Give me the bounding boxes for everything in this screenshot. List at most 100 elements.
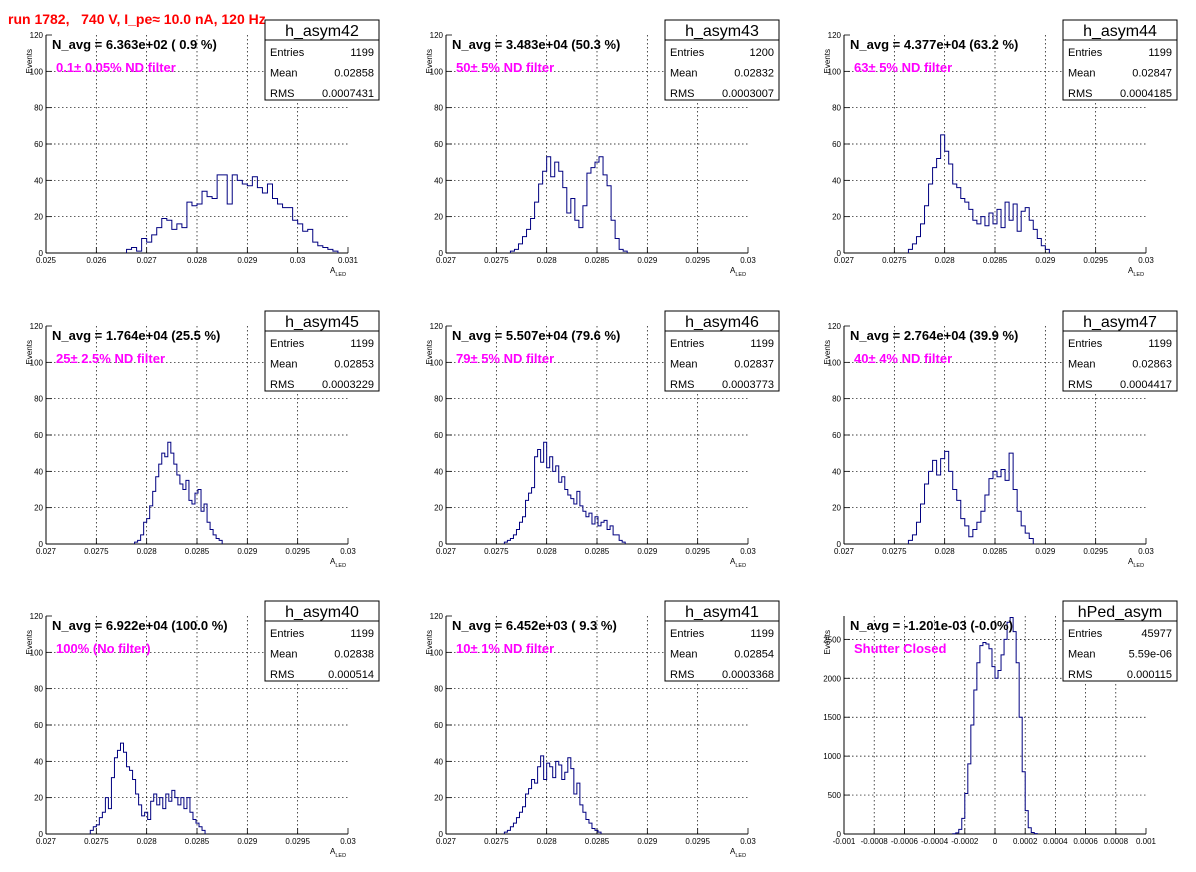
x-tick-label: 0.03 (740, 837, 756, 846)
stats-value-entries: 1199 (350, 47, 374, 59)
x-axis-title-main: A (730, 266, 736, 275)
stats-key-mean: Mean (670, 68, 698, 80)
stats-title: h_asym40 (285, 604, 359, 621)
histogram-line (89, 742, 206, 834)
n-avg-label: N_avg = 4.377e+04 (63.2 %) (850, 37, 1018, 52)
x-axis-title: ALED (330, 557, 346, 569)
x-tick-label: 0.0006 (1073, 837, 1098, 846)
x-tick-label: 0.029 (237, 837, 258, 846)
x-tick-label: 0.0295 (285, 837, 310, 846)
x-tick-label: 0.029 (637, 837, 658, 846)
histogram-line (952, 617, 1038, 835)
stats-value-rms: 0.0003007 (722, 88, 774, 100)
y-tick-label: 100 (430, 648, 444, 657)
y-tick-label: 100 (430, 358, 444, 367)
stats-key-mean: Mean (270, 68, 298, 80)
stats-box (664, 600, 780, 682)
x-tick-label: 0.03 (1138, 547, 1154, 556)
y-tick-label: 500 (828, 791, 842, 800)
y-tick-label: 20 (434, 213, 443, 222)
y-tick-label: 120 (30, 31, 44, 40)
y-axis-title: Events (25, 340, 34, 364)
x-axis-title: ALED (330, 266, 346, 278)
x-tick-label: 0.0275 (84, 837, 109, 846)
y-tick-label: 100 (30, 67, 44, 76)
stats-key-rms: RMS (270, 88, 294, 100)
y-tick-label: 120 (828, 322, 842, 331)
y-tick-label: 20 (434, 504, 443, 513)
y-axis-title: Events (823, 49, 832, 73)
stats-key-rms: RMS (1068, 669, 1092, 681)
stats-key-rms: RMS (670, 669, 694, 681)
y-tick-label: 100 (828, 67, 842, 76)
x-tick-label: 0.0275 (84, 547, 109, 556)
y-axis-title: Events (823, 340, 832, 364)
y-tick-label: 60 (34, 431, 43, 440)
y-tick-label: 0 (39, 540, 44, 549)
y-tick-label: 0 (439, 249, 444, 258)
x-tick-label: -0.001 (833, 837, 856, 846)
y-tick-label: 60 (434, 140, 443, 149)
histogram-panel-h_asym40: 0.027 0.0275 0.028 0.0285 0.029 0.0295 0.03 0 20… (25, 600, 380, 859)
y-tick-label: 60 (434, 721, 443, 730)
x-axis-title-subscript: LED (335, 272, 346, 278)
n-avg-label: N_avg = 3.483e+04 (50.3 %) (452, 37, 620, 52)
stats-key-mean: Mean (270, 359, 298, 371)
x-tick-label: 0.0295 (1083, 547, 1108, 556)
x-tick-label: 0 (993, 837, 998, 846)
y-axis-title: Events (25, 49, 34, 73)
x-axis-title-subscript: LED (1133, 563, 1144, 569)
stats-key-entries: Entries (670, 47, 705, 59)
y-tick-label: 100 (30, 358, 44, 367)
filter-label: 100% (No filter) (56, 641, 151, 656)
x-tick-label: 0.0004 (1043, 837, 1068, 846)
x-tick-label: 0.028 (187, 256, 208, 265)
x-tick-label: 0.03 (1138, 256, 1154, 265)
x-axis-title-subscript: LED (735, 272, 746, 278)
x-tick-label: 0.029 (637, 547, 658, 556)
y-tick-label: 80 (434, 395, 443, 404)
stats-value-rms: 0.000514 (328, 669, 374, 681)
x-axis-title-main: A (730, 847, 736, 856)
stats-value-entries: 1199 (350, 628, 374, 640)
filter-label: Shutter Closed (854, 641, 947, 656)
x-tick-label: 0.0285 (585, 837, 610, 846)
n-avg-label: N_avg = -1.201e-03 (-0.0%) (850, 618, 1013, 633)
x-tick-label: -0.0004 (921, 837, 949, 846)
stats-value-rms: 0.0004185 (1120, 88, 1172, 100)
y-tick-label: 1000 (823, 752, 841, 761)
x-axis-title-main: A (330, 557, 336, 566)
stats-box (664, 310, 780, 392)
stats-value-entries: 1199 (750, 338, 774, 350)
histogram-panel-h_asym42: 0.025 0.026 0.027 0.028 0.029 0.03 0.031 0 20 40 6… (25, 19, 380, 278)
x-tick-label: 0.0285 (983, 256, 1008, 265)
x-tick-label: 0.027 (834, 256, 855, 265)
stats-key-rms: RMS (670, 88, 694, 100)
x-tick-label: 0.031 (338, 256, 359, 265)
stats-title: h_asym43 (685, 23, 759, 40)
stats-value-rms: 0.0003773 (722, 379, 774, 391)
x-axis-title-subscript: LED (735, 853, 746, 859)
y-tick-label: 80 (434, 685, 443, 694)
x-tick-label: 0.0275 (484, 256, 509, 265)
x-tick-label: 0.0002 (1013, 837, 1038, 846)
x-tick-label: 0.028 (137, 547, 158, 556)
y-tick-label: 2500 (823, 635, 841, 644)
x-tick-label: 0.0295 (685, 256, 710, 265)
stats-title: hPed_asym (1078, 604, 1163, 621)
y-axis-title: Events (425, 340, 434, 364)
x-tick-label: 0.027 (137, 256, 158, 265)
histogram-panel-h_asym44: 0.027 0.0275 0.028 0.0285 0.029 0.0295 0.03 0 20… (823, 19, 1178, 278)
stats-title: h_asym41 (685, 604, 759, 621)
x-tick-label: 0.027 (436, 837, 457, 846)
x-tick-label: 0.028 (935, 547, 956, 556)
x-axis-title-main: A (330, 847, 336, 856)
stats-value-rms: 0.000115 (1127, 669, 1172, 681)
x-axis-title-subscript: LED (735, 563, 746, 569)
histogram-panel-hPed_asym: -0.001 -0.0008 -0.0006 -0.0004 -0.0002 0 0.000… (823, 600, 1178, 846)
stats-value-entries: 1199 (350, 338, 374, 350)
filter-label: 79± 5% ND filter (456, 351, 554, 366)
y-tick-label: 1500 (823, 713, 841, 722)
x-tick-label: 0.027 (834, 547, 855, 556)
